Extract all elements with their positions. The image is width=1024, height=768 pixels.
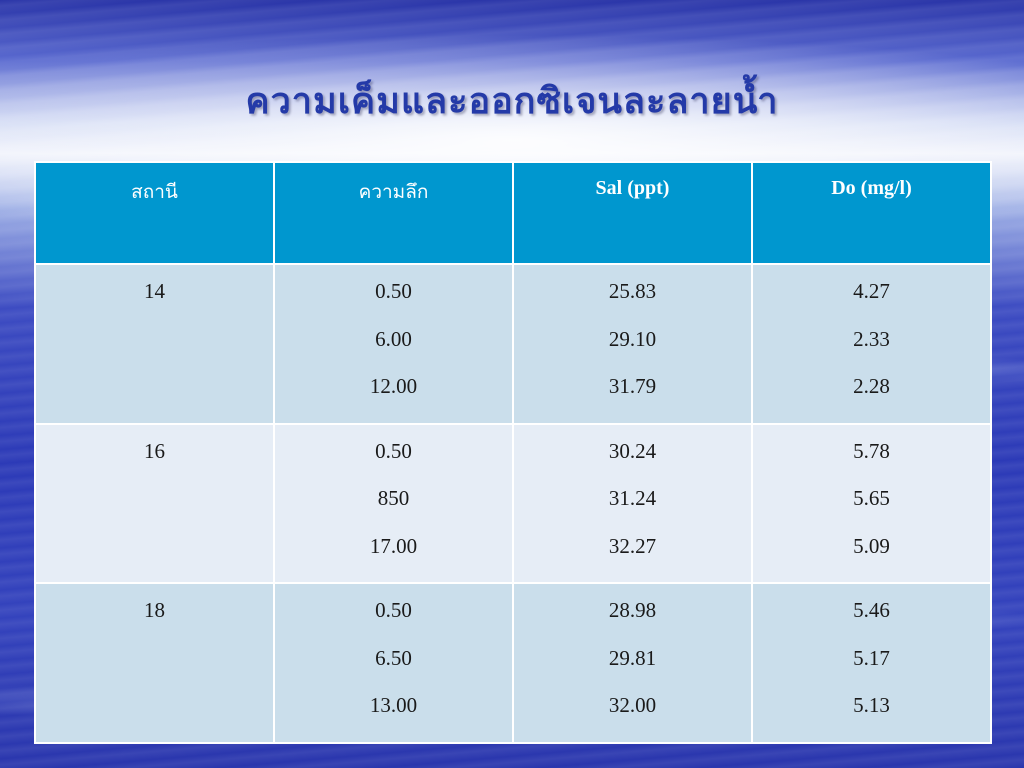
salinity-value: 32.00 xyxy=(608,693,657,717)
header-station: สถานี xyxy=(34,161,275,265)
oxygen-cell: 4.27 2.33 2.28 xyxy=(751,263,992,425)
salinity-value: 32.27 xyxy=(608,533,657,558)
station-value: 18 xyxy=(144,598,165,622)
depth-cell: 0.50 850 17.00 xyxy=(273,422,514,584)
header-salinity: Sal (ppt) xyxy=(512,161,753,265)
salinity-value: 31.79 xyxy=(608,374,657,398)
depth-value: 0.50 xyxy=(375,438,412,463)
depth-value: 13.00 xyxy=(369,693,418,717)
salinity-cell: 28.98 29.81 32.00 xyxy=(512,582,753,744)
salinity-value: 25.83 xyxy=(608,279,657,303)
depth-cell: 0.50 6.00 12.00 xyxy=(273,263,514,425)
table-row: 18 0.50 6.50 13.00 28.98 29.81 32.00 5.4… xyxy=(34,582,992,744)
depth-value: 6.50 xyxy=(375,645,412,670)
station-cell: 16 xyxy=(34,422,275,584)
header-depth: ความลึก xyxy=(273,161,514,265)
oxygen-cell: 5.78 5.65 5.09 xyxy=(751,422,992,584)
depth-value: 0.50 xyxy=(375,598,412,622)
depth-value: 850 xyxy=(377,486,410,510)
salinity-value: 29.10 xyxy=(608,326,657,351)
salinity-value: 29.81 xyxy=(608,645,657,670)
oxygen-cell: 5.46 5.17 5.13 xyxy=(751,582,992,744)
salinity-value: 31.24 xyxy=(608,486,657,510)
oxygen-value: 5.46 xyxy=(853,598,890,622)
salinity-cell: 25.83 29.10 31.79 xyxy=(512,263,753,425)
station-cell: 18 xyxy=(34,582,275,744)
depth-value: 6.00 xyxy=(375,326,412,351)
table-row: 14 0.50 6.00 12.00 25.83 29.10 31.79 4.2… xyxy=(34,263,992,425)
depth-value: 17.00 xyxy=(369,533,418,558)
station-value: 14 xyxy=(144,279,165,303)
salinity-cell: 30.24 31.24 32.27 xyxy=(512,422,753,584)
header-dissolved-oxygen: Do (mg/l) xyxy=(751,161,992,265)
table-header-row: สถานี ความลึก Sal (ppt) Do (mg/l) xyxy=(34,161,992,265)
depth-value: 0.50 xyxy=(375,279,412,303)
station-value: 16 xyxy=(144,438,165,463)
oxygen-value: 5.13 xyxy=(853,693,890,717)
oxygen-value: 2.33 xyxy=(853,326,890,351)
depth-value: 12.00 xyxy=(369,374,418,398)
depth-cell: 0.50 6.50 13.00 xyxy=(273,582,514,744)
salinity-value: 30.24 xyxy=(608,438,657,463)
salinity-oxygen-table: สถานี ความลึก Sal (ppt) Do (mg/l) 14 0.5… xyxy=(34,161,992,744)
oxygen-value: 2.28 xyxy=(853,374,890,398)
oxygen-value: 4.27 xyxy=(853,279,890,303)
data-table-container: สถานี ความลึก Sal (ppt) Do (mg/l) 14 0.5… xyxy=(34,161,992,744)
oxygen-value: 5.65 xyxy=(853,486,890,510)
slide-title: ความเค็มและออกซิเจนละลายน้ำ xyxy=(245,81,779,122)
oxygen-value: 5.09 xyxy=(853,533,890,558)
table-row: 16 0.50 850 17.00 30.24 31.24 32.27 5.78… xyxy=(34,422,992,584)
oxygen-value: 5.78 xyxy=(853,438,890,463)
oxygen-value: 5.17 xyxy=(853,645,890,670)
station-cell: 14 xyxy=(34,263,275,425)
salinity-value: 28.98 xyxy=(608,598,657,622)
